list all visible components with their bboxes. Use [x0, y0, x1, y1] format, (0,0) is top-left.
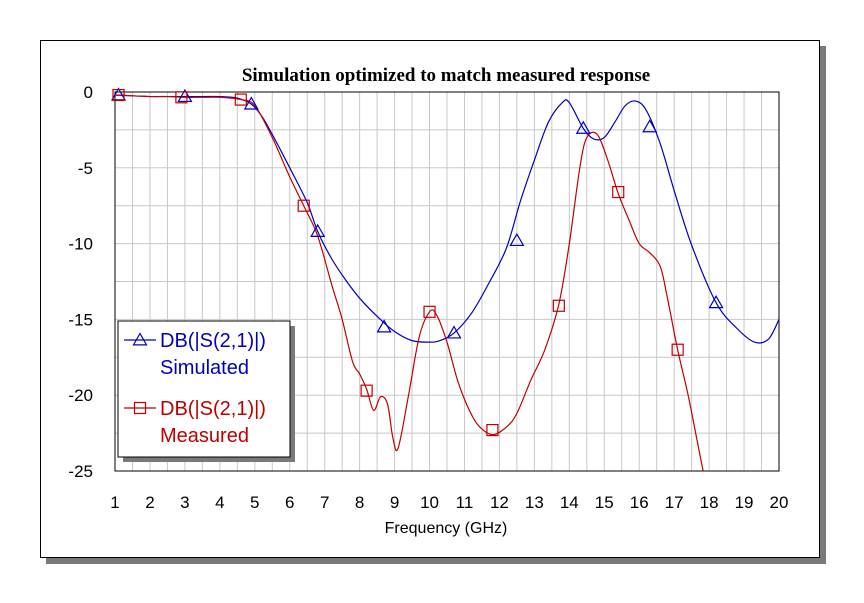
- data-marker-simulated: [446, 325, 462, 339]
- y-tick-label: -25: [68, 462, 93, 481]
- plot-area: [114, 91, 780, 472]
- x-tick-label: 14: [560, 493, 579, 512]
- x-tick-label: 4: [215, 493, 224, 512]
- x-tick-label: 7: [320, 493, 329, 512]
- x-tick-label: 9: [390, 493, 399, 512]
- x-tick-label: 15: [595, 493, 614, 512]
- x-tick-label: 11: [456, 493, 474, 512]
- x-axis-label: Frequency (GHz): [385, 520, 508, 537]
- data-marker-measured: [234, 93, 247, 106]
- chart-title: Simulation optimized to match measured r…: [242, 65, 650, 86]
- y-tick-labels: 0 -5 -10 -15 -20 -25: [68, 83, 93, 481]
- y-tick-label: 0: [84, 83, 93, 102]
- x-tick-label: 6: [285, 493, 294, 512]
- x-tick-label: 8: [355, 493, 364, 512]
- y-tick-label: -15: [68, 310, 93, 329]
- data-marker-measured: [486, 423, 499, 437]
- data-marker-measured: [175, 91, 188, 104]
- data-marker-measured: [671, 343, 684, 356]
- legend-label-sub: Simulated: [160, 357, 249, 379]
- data-marker-simulated: [376, 319, 392, 333]
- legend: DB(|S(2,1)|) Simulated DB(|S(2,1)|) Measure…: [117, 320, 295, 462]
- series-line-measured: [115, 94, 704, 471]
- x-tick-label: 18: [700, 493, 719, 512]
- x-tick-label: 17: [665, 493, 684, 512]
- data-marker-simulated: [708, 295, 724, 309]
- data-marker-measured: [552, 299, 565, 312]
- data-marker-simulated: [177, 88, 193, 103]
- x-tick-labels: 1 2 3 4 5 6 7 8 9 10 11 12 13 14 15 16 17 18 19 20: [110, 493, 788, 512]
- y-tick-label: -5: [78, 159, 93, 178]
- legend-box: [117, 320, 291, 458]
- data-marker-simulated: [310, 223, 326, 237]
- data-marker-measured: [423, 305, 436, 318]
- x-tick-label: 13: [525, 493, 544, 512]
- series-markers: [110, 87, 724, 437]
- legend-label-sub: Measured: [160, 425, 249, 447]
- x-tick-label: 10: [420, 493, 439, 512]
- data-marker-measured: [112, 88, 125, 102]
- legend-marker-simulated: [132, 332, 148, 346]
- legend-label: DB(|S(2,1)|): [160, 330, 266, 352]
- data-marker-simulated: [509, 232, 525, 247]
- x-tick-label: 5: [250, 493, 259, 512]
- x-tick-label: 1: [110, 493, 119, 512]
- x-tick-label: 12: [490, 493, 509, 512]
- x-tick-label: 2: [145, 493, 154, 512]
- data-marker-measured: [297, 199, 310, 212]
- legend-label: DB(|S(2,1)|): [160, 398, 266, 420]
- data-marker-simulated: [642, 119, 658, 133]
- data-marker-simulated: [110, 87, 127, 101]
- x-tick-label: 16: [630, 493, 649, 512]
- series-lines: [115, 94, 779, 471]
- y-tick-label: -20: [68, 386, 93, 405]
- data-marker-simulated: [575, 120, 591, 134]
- legend-marker-measured: [133, 401, 147, 415]
- y-tick-label: -10: [68, 235, 93, 254]
- data-marker-measured: [360, 384, 373, 397]
- x-tick-label: 19: [735, 493, 754, 512]
- data-marker-measured: [612, 185, 625, 199]
- data-marker-simulated: [243, 96, 259, 110]
- x-tick-label: 3: [180, 493, 189, 512]
- x-tick-label: 20: [770, 493, 789, 512]
